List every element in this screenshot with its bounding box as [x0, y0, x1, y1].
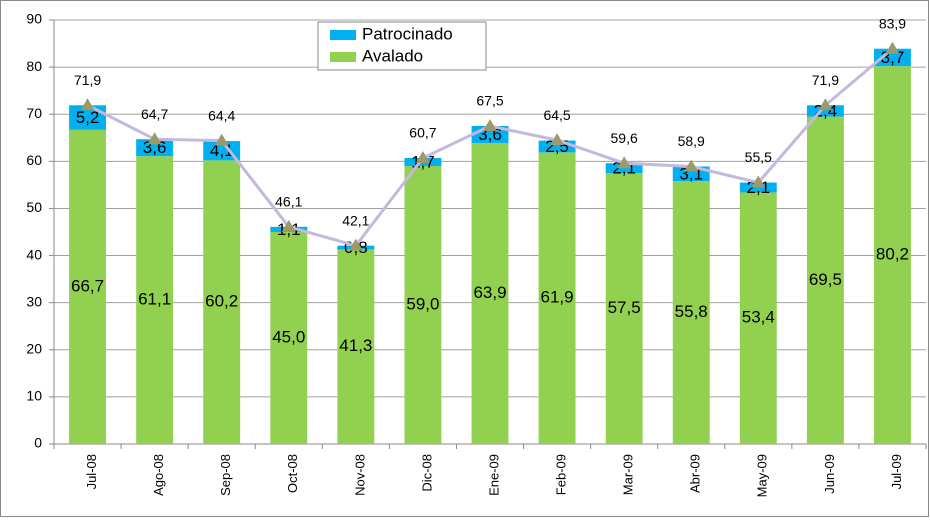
bar-segment [739, 192, 777, 444]
total-label: 58,9 [678, 133, 705, 149]
data-label: 57,5 [608, 298, 641, 317]
y-tick-label: 0 [34, 435, 42, 451]
total-marker [885, 41, 900, 54]
total-marker [415, 151, 430, 164]
total-marker [348, 238, 363, 251]
data-label: 61,1 [138, 290, 171, 309]
total-marker [281, 219, 296, 232]
bar-segment [874, 48, 911, 67]
y-tick-label: 90 [26, 11, 42, 27]
bar-segment [136, 156, 174, 444]
total-marker [818, 98, 833, 111]
data-label: 80,2 [876, 245, 909, 264]
total-label: 60,7 [409, 125, 436, 141]
legend-swatch [330, 52, 356, 62]
bar-segment [806, 116, 844, 445]
data-label: 2,4 [814, 101, 838, 120]
data-label: 5,2 [76, 108, 100, 127]
bar-segment [605, 173, 643, 444]
data-label: 53,4 [742, 308, 775, 327]
total-label: 71,9 [812, 72, 839, 88]
data-label: 66,7 [71, 276, 104, 295]
total-label: 46,1 [275, 194, 302, 210]
data-label: 60,2 [205, 292, 238, 311]
total-marker [147, 132, 162, 145]
total-label: 64,4 [208, 107, 235, 123]
bar-segment [69, 129, 106, 444]
bar-segment [337, 249, 375, 444]
legend-swatch [330, 30, 356, 40]
x-tick-label: Nov-08 [352, 454, 367, 496]
bar-segment [471, 142, 509, 444]
total-label: 59,6 [611, 130, 638, 146]
bar-segment [270, 232, 308, 444]
x-tick-label: Ene-09 [486, 454, 501, 496]
bar-segment [538, 140, 576, 153]
x-tick-label: Dic-08 [419, 454, 434, 492]
x-tick-label: Jul-09 [889, 454, 904, 489]
y-tick-label: 10 [26, 388, 42, 404]
data-label: 63,9 [473, 283, 506, 302]
x-tick-label: Abr-09 [688, 454, 703, 493]
y-tick-label: 70 [26, 105, 42, 121]
total-marker [80, 98, 95, 111]
bar-segment [136, 139, 174, 157]
bar-segment [672, 181, 710, 444]
total-label: 64,5 [543, 107, 570, 123]
x-tick-label: Ago-08 [151, 454, 166, 496]
total-marker [751, 175, 766, 188]
y-tick-label: 20 [26, 340, 42, 356]
total-label: 55,5 [745, 149, 772, 165]
data-label: 59,0 [406, 295, 439, 314]
total-label: 83,9 [879, 15, 906, 31]
bar-segment [404, 166, 442, 445]
y-tick-label: 40 [26, 246, 42, 262]
x-tick-label: Mar-09 [621, 454, 636, 495]
x-tick-label: May-09 [755, 454, 770, 497]
bar-segment [538, 152, 576, 445]
total-marker [684, 159, 699, 172]
data-label: 69,5 [809, 270, 842, 289]
x-tick-label: Sep-08 [218, 454, 233, 496]
data-label: 45,0 [272, 327, 305, 346]
data-label: 41,3 [339, 336, 372, 355]
x-tick-label: Jul-08 [84, 454, 99, 489]
y-tick-label: 30 [26, 293, 42, 309]
x-tick-label: Feb-09 [554, 454, 569, 495]
total-label: 67,5 [476, 93, 503, 109]
bar-segment [203, 160, 241, 444]
legend-label: Avalado [362, 46, 423, 65]
legend-label: Patrocinado [362, 24, 453, 43]
x-tick-label: Jun-09 [822, 454, 837, 494]
data-label: 55,8 [675, 302, 708, 321]
x-tick-label: Oct-08 [285, 454, 300, 493]
y-tick-label: 60 [26, 152, 42, 168]
bar-segment [874, 66, 911, 445]
total-marker [550, 133, 565, 146]
data-label: 61,9 [541, 288, 574, 307]
total-marker [617, 156, 632, 169]
total-marker [214, 133, 229, 146]
total-label: 64,7 [141, 106, 168, 122]
total-label: 71,9 [74, 72, 101, 88]
total-label: 42,1 [342, 212, 369, 228]
total-marker [483, 119, 497, 131]
y-tick-label: 50 [26, 199, 42, 215]
y-tick-label: 80 [26, 58, 42, 74]
bar-segment [806, 105, 844, 117]
bar-segment [203, 141, 241, 161]
